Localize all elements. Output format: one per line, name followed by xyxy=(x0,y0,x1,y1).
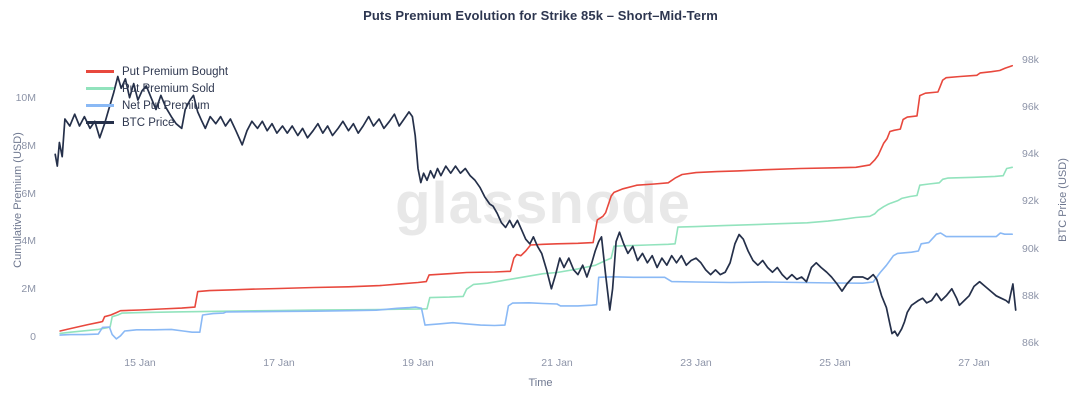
y-left-tick-2M: 2M xyxy=(21,283,36,296)
legend-line-swatch xyxy=(86,104,114,107)
x-tick-25-Jan: 25 Jan xyxy=(819,357,851,369)
chart-title: Puts Premium Evolution for Strike 85k – … xyxy=(363,8,718,23)
glassnode-watermark: glassnode xyxy=(395,170,691,236)
legend-label: Put Premium Sold xyxy=(122,82,215,95)
x-tick-23-Jan: 23 Jan xyxy=(680,357,712,369)
y-left-tick-6M: 6M xyxy=(21,187,36,200)
x-axis-title: Time xyxy=(528,377,553,389)
x-tick-19-Jan: 19 Jan xyxy=(402,357,434,369)
y-right-tick-86k: 86k xyxy=(1022,336,1039,349)
y-right-tick-98k: 98k xyxy=(1022,54,1039,66)
legend-label: Net Put Premium xyxy=(122,99,210,112)
y-left-tick-8M: 8M xyxy=(21,139,36,152)
x-tick-21-Jan: 21 Jan xyxy=(541,357,573,369)
series-line-net-put-premium xyxy=(59,232,1014,340)
legend-item-net-put-premium[interactable]: Net Put Premium xyxy=(86,97,228,114)
x-tick-17-Jan: 17 Jan xyxy=(263,357,295,369)
legend-line-swatch xyxy=(86,121,114,124)
y-right-tick-96k: 96k xyxy=(1022,101,1039,114)
y-left-tick-0: 0 xyxy=(30,331,36,343)
y-right-tick-94k: 94k xyxy=(1022,148,1039,161)
legend-item-put-premium-bought[interactable]: Put Premium Bought xyxy=(86,63,228,80)
x-tick-15-Jan: 15 Jan xyxy=(124,357,156,369)
y-right-tick-90k: 90k xyxy=(1022,242,1039,255)
legend-label: Put Premium Bought xyxy=(122,65,229,78)
legend-line-swatch xyxy=(86,87,114,90)
legend-line-swatch xyxy=(86,70,114,73)
legend-label: BTC Price xyxy=(122,116,175,129)
legend-item-put-premium-sold[interactable]: Put Premium Sold xyxy=(86,80,228,97)
y-left-tick-10M: 10M xyxy=(15,92,36,104)
y-left-tick-4M: 4M xyxy=(21,235,36,248)
y-right-axis-title: BTC Price (USD) xyxy=(1057,158,1069,242)
y-right-tick-92k: 92k xyxy=(1022,195,1039,208)
x-tick-27-Jan: 27 Jan xyxy=(958,357,990,369)
y-right-tick-88k: 88k xyxy=(1022,289,1039,302)
legend: Put Premium Bought Put Premium Sold Net Pu… xyxy=(86,63,228,131)
legend-item-btc-price[interactable]: BTC Price xyxy=(86,114,228,131)
y-left-axis-title: Cumulative Premium (USD) xyxy=(12,132,24,268)
